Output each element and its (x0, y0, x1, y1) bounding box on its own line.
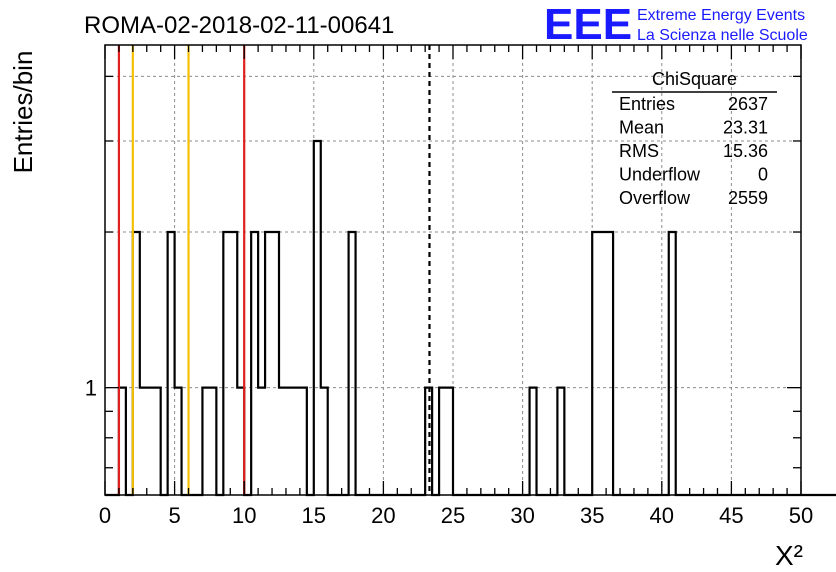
stats-value: 2637 (728, 94, 768, 114)
stats-box: ChiSquare Entries 2637 Mean 23.31 RMS 15.36 Und… (612, 69, 777, 208)
logo-subtitle-line1: Extreme Energy Events (637, 7, 805, 24)
eee-logo: EEE Extreme Energy Events La Scienza nel… (544, 0, 808, 49)
stats-value: 23.31 (723, 118, 768, 138)
stats-label: Underflow (619, 165, 701, 185)
histogram (105, 139, 836, 497)
stats-label: Mean (619, 118, 664, 138)
stats-label: Entries (619, 94, 675, 114)
stats-value: 0 (758, 165, 768, 185)
eee-logo-text: EEE (544, 0, 632, 49)
x-tick-label: 40 (650, 503, 674, 528)
histogram-line (105, 139, 836, 497)
x-axis-title: X² (775, 540, 803, 571)
marker-lines (117, 45, 431, 495)
run-title: ROMA-02-2018-02-11-00641 (84, 12, 394, 39)
x-tick-label: 15 (302, 503, 326, 528)
stats-label: RMS (619, 141, 659, 161)
x-tick-label: 10 (232, 503, 256, 528)
stats-label: Overflow (619, 188, 691, 208)
stats-box-title: ChiSquare (652, 69, 737, 89)
x-tick-label: 45 (719, 503, 743, 528)
y-tick-label: 1 (85, 376, 97, 401)
x-tick-label: 30 (510, 503, 534, 528)
y-axis-title: Entries/bin (8, 51, 38, 174)
x-tick-label: 5 (168, 503, 180, 528)
stats-value: 15.36 (723, 141, 768, 161)
x-tick-label: 0 (99, 503, 111, 528)
logo-subtitle-line2: La Scienza nelle Scuole (637, 27, 808, 44)
x-tick-label: 25 (441, 503, 465, 528)
stats-value: 2559 (728, 188, 768, 208)
x-tick-label: 20 (371, 503, 395, 528)
x-tick-label: 35 (580, 503, 604, 528)
x-tick-label: 50 (789, 503, 813, 528)
axes: 0 5 10 15 20 25 30 35 40 45 50 1 (85, 44, 813, 528)
